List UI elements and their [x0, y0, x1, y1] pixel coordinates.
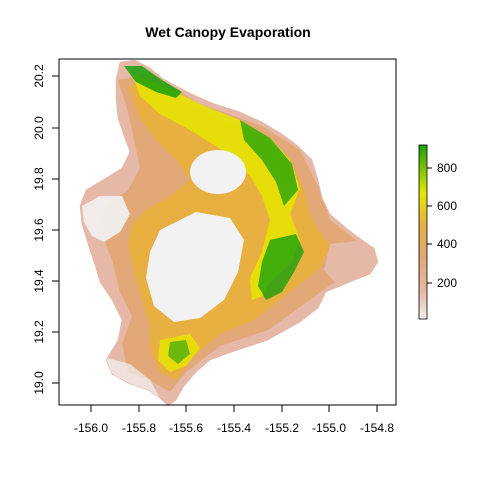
green-south: [168, 340, 190, 364]
color-legend: 200 400 600 800: [418, 144, 457, 320]
x-tick-label: -154.8: [360, 421, 394, 435]
x-axis: -156.0 -155.8 -155.6 -155.4 -155.2 -155.…: [74, 404, 394, 435]
low-mauna-loa: [146, 212, 244, 322]
legend-colorbar: [418, 144, 428, 320]
island-outline: [79, 59, 379, 407]
map-title: Wet Canopy Evaporation: [145, 24, 310, 40]
low-east-tip: [324, 240, 378, 286]
y-tick-label: 19.2: [32, 320, 46, 344]
legend-tick-label: 200: [437, 276, 457, 290]
low-kau: [100, 356, 160, 398]
legend-tick-label: 800: [437, 161, 457, 175]
x-tick-label: -155.8: [122, 421, 156, 435]
y-tick-label: 19.4: [32, 269, 46, 293]
green-southeast: [258, 234, 304, 300]
y-axis: 19.0 19.2 19.4 19.6 19.8 20.0 20.2: [32, 64, 60, 395]
y-tick-label: 20.0: [32, 116, 46, 140]
y-tick-label: 19.6: [32, 218, 46, 242]
x-tick-label: -155.0: [312, 421, 346, 435]
legend-tick-label: 400: [437, 237, 457, 251]
plot-area: [58, 58, 397, 407]
x-tick-label: -155.2: [265, 421, 299, 435]
y-tick-label: 19.8: [32, 167, 46, 191]
legend-tick-label: 600: [437, 199, 457, 213]
island-raster: [80, 60, 378, 405]
x-tick-label: -155.6: [169, 421, 203, 435]
x-tick-label: -155.4: [217, 421, 251, 435]
x-tick-label: -156.0: [74, 421, 108, 435]
low-hualalai: [190, 150, 246, 194]
yellow-zone: [132, 74, 300, 300]
low-west-slope: [82, 196, 130, 242]
y-tick-label: 20.2: [32, 64, 46, 88]
y-tick-label: 19.0: [32, 371, 46, 395]
green-north: [124, 66, 182, 98]
green-east: [240, 120, 298, 206]
